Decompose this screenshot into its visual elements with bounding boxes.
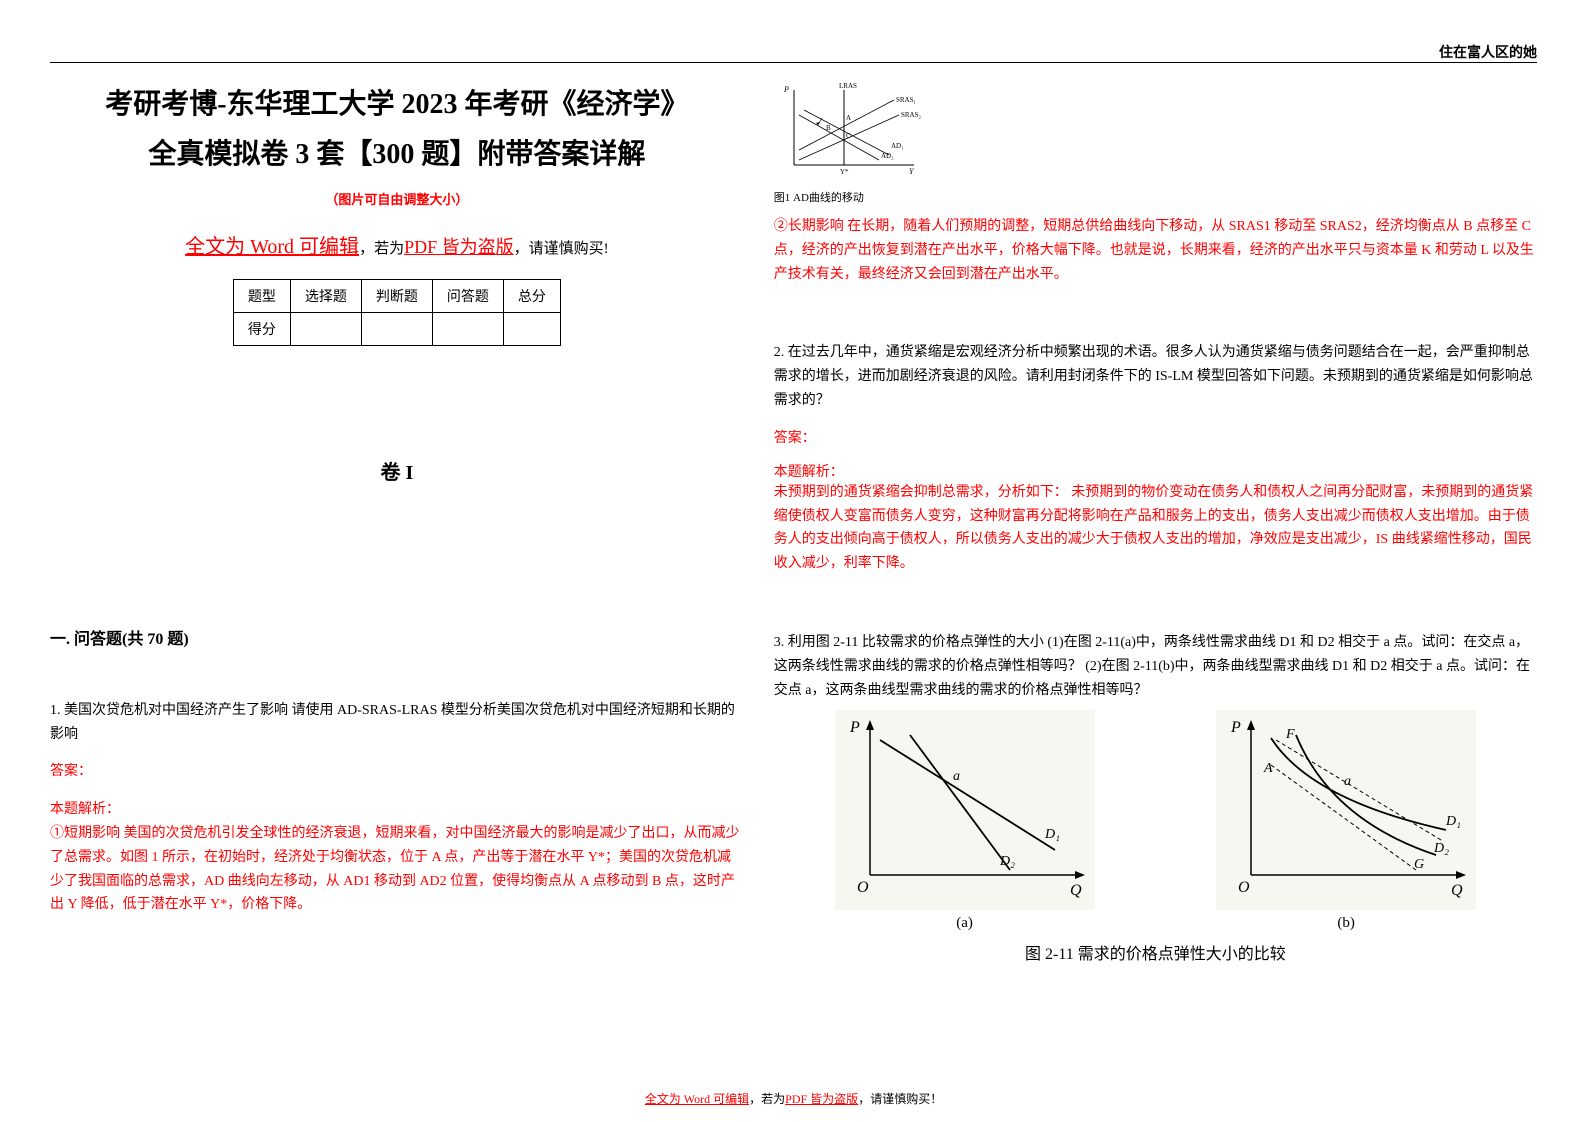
point-c: C	[846, 132, 851, 140]
figure-2-11: P O Q D₁ D₂ a (a)	[774, 710, 1537, 932]
question-1: 1. 美国次贷危机对中国经济产生了影响 请使用 AD-SRAS-LRAS 模型分…	[50, 699, 744, 917]
image-resize-note: （图片可自由调整大小）	[50, 189, 744, 208]
q1-text: 1. 美国次贷危机对中国经济产生了影响 请使用 AD-SRAS-LRAS 模型分…	[50, 699, 744, 747]
o-label-a: O	[857, 879, 869, 896]
chart1-caption: 图1 AD曲线的移动	[774, 189, 1537, 205]
a-point-b: a	[1344, 774, 1351, 789]
td-empty	[432, 312, 503, 345]
figure-b-container: P O Q D₁ D₂ F A a	[1216, 710, 1476, 932]
section-heading: 一. 问答题(共 70 题)	[50, 625, 744, 649]
d2-label-b: D₂	[1433, 841, 1449, 856]
q2-analysis-label: 本题解析：	[774, 461, 1537, 481]
notice-tail: ，请谨慎购买!	[514, 241, 609, 257]
o-label-b: O	[1238, 879, 1250, 896]
sras1-label: SRAS₁	[896, 96, 916, 104]
td-empty	[503, 312, 560, 345]
f-label: F	[1285, 727, 1295, 742]
footer-tail: ，请谨慎购买！	[858, 1092, 942, 1106]
notice-mid: ，若为	[359, 241, 404, 257]
doc-title-line2: 全真模拟卷 3 套【300 题】附带答案详解	[50, 130, 744, 180]
q1-answer-label: 答案：	[50, 760, 744, 784]
p-label-a: P	[849, 719, 860, 736]
a-point-a: a	[953, 769, 960, 784]
figure-2-11-a: P O Q D₁ D₂ a	[835, 710, 1095, 910]
th-type: 题型	[233, 279, 290, 312]
word-editable-label: 全文为 Word 可编辑	[185, 236, 359, 258]
score-table: 题型 选择题 判断题 问答题 总分 得分	[233, 279, 561, 346]
p-axis-label: P	[783, 85, 789, 94]
figure-a-container: P O Q D₁ D₂ a (a)	[835, 710, 1095, 932]
doc-title-line1: 考研考博-东华理工大学 2023 年考研《经济学》	[50, 80, 744, 130]
q1-analysis-body: ①短期影响 美国的次贷危机引发全球性的经济衰退，短期来看，对中国经济最大的影响是…	[50, 822, 744, 917]
q2-text: 2. 在过去几年中，通货紧缩是宏观经济分析中频繁出现的术语。很多人认为通货紧缩与…	[774, 341, 1537, 412]
q1-analysis-label: 本题解析：	[50, 798, 744, 822]
sras2-label: SRAS₂	[901, 111, 922, 119]
footer-notice: 全文为 Word 可编辑，若为PDF 皆为盗版，请谨慎购买！	[0, 1090, 1587, 1107]
d1-label-b: D₁	[1445, 814, 1461, 829]
editable-notice: 全文为 Word 可编辑，若为PDF 皆为盗版，请谨慎购买!	[50, 230, 744, 259]
right-column: LRAS SRAS₁ SRAS₂ AD₁ AD₂ P Y Y* A B C 图1…	[764, 80, 1537, 964]
a-cap-label: A	[1263, 761, 1273, 776]
ad1-label: AD₁	[891, 142, 904, 150]
sub-a-label: (a)	[835, 915, 1095, 932]
right-analysis-2: ②长期影响 在长期，随着人们预期的调整，短期总供给曲线向下移动，从 SRAS1 …	[774, 215, 1537, 286]
g-label: G	[1414, 857, 1424, 872]
question-3: 3. 利用图 2-11 比较需求的价格点弹性的大小 (1)在图 2-11(a)中…	[774, 631, 1537, 964]
pdf-pirate-label: PDF 皆为盗版	[404, 237, 514, 257]
footer-mid: ，若为	[749, 1092, 785, 1106]
d2-label-a: D₂	[999, 854, 1015, 869]
point-a: A	[846, 114, 851, 122]
lras-label: LRAS	[839, 82, 857, 90]
th-judge: 判断题	[361, 279, 432, 312]
td-empty	[290, 312, 361, 345]
td-score-label: 得分	[233, 312, 290, 345]
th-total: 总分	[503, 279, 560, 312]
table-row: 得分	[233, 312, 560, 345]
left-column: 考研考博-东华理工大学 2023 年考研《经济学》 全真模拟卷 3 套【300 …	[50, 80, 764, 964]
q-label-a: Q	[1070, 882, 1082, 899]
q2-analysis-body: 未预期到的通货紧缩会抑制总需求，分析如下： 未预期到的物价变动在债务人和债权人之…	[774, 481, 1537, 576]
question-2: 2. 在过去几年中，通货紧缩是宏观经济分析中频繁出现的术语。很多人认为通货紧缩与…	[774, 341, 1537, 576]
header-author: 住在富人区的她	[1439, 42, 1537, 62]
q2-answer-label: 答案：	[774, 427, 1537, 447]
p-label-b: P	[1230, 719, 1241, 736]
q3-text: 3. 利用图 2-11 比较需求的价格点弹性的大小 (1)在图 2-11(a)中…	[774, 631, 1537, 702]
footer-word-label: 全文为 Word 可编辑	[645, 1092, 749, 1106]
th-choice: 选择题	[290, 279, 361, 312]
figure-2-11-caption: 图 2-11 需求的价格点弹性大小的比较	[774, 940, 1537, 964]
table-row: 题型 选择题 判断题 问答题 总分	[233, 279, 560, 312]
volume-label: 卷 I	[50, 456, 744, 485]
ystar-label: Y*	[840, 168, 849, 176]
th-answer: 问答题	[432, 279, 503, 312]
d1-label-a: D₁	[1044, 827, 1060, 842]
point-b: B	[826, 124, 831, 132]
ad-sras-chart: LRAS SRAS₁ SRAS₂ AD₁ AD₂ P Y Y* A B C	[774, 80, 924, 180]
footer-pdf-label: PDF 皆为盗版	[785, 1092, 858, 1106]
figure-2-11-b: P O Q D₁ D₂ F A a	[1216, 710, 1476, 910]
main-content: 考研考博-东华理工大学 2023 年考研《经济学》 全真模拟卷 3 套【300 …	[50, 80, 1537, 964]
td-empty	[361, 312, 432, 345]
ad2-label: AD₂	[881, 152, 894, 160]
sub-b-label: (b)	[1216, 915, 1476, 932]
header-divider	[50, 62, 1537, 63]
q-label-b: Q	[1451, 882, 1463, 899]
